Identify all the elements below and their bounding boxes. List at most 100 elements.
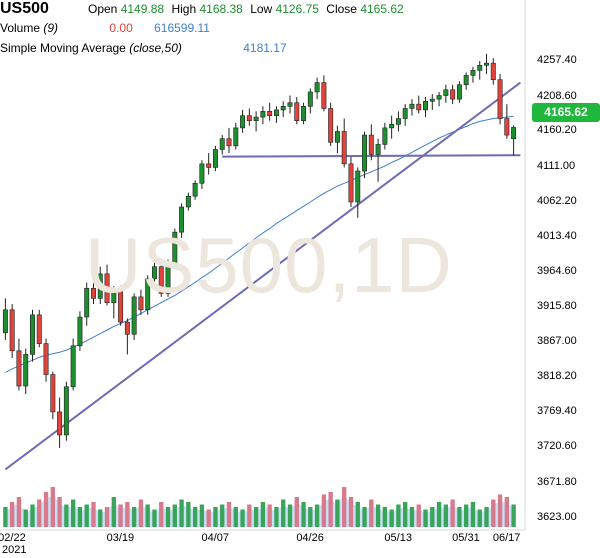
volume-bar [294, 497, 299, 527]
volume-bar [152, 509, 157, 527]
candle-body [158, 266, 164, 294]
candle-body [63, 386, 69, 436]
candle-body [267, 111, 273, 116]
volume-bar [98, 509, 103, 527]
volume-bar [348, 497, 354, 527]
sma-label[interactable]: Simple Moving Average [0, 41, 126, 55]
volume-bar [369, 499, 374, 527]
candle-body [402, 108, 408, 119]
y-tick-label: 3818.20 [537, 370, 577, 383]
volume-bar [484, 507, 489, 527]
candle-body [416, 103, 422, 111]
high-value: 4168.38 [199, 2, 243, 16]
volume-bar [287, 504, 293, 527]
y-tick-label: 3623.00 [537, 510, 577, 523]
volume-bar [342, 487, 347, 527]
candle-body [450, 89, 456, 100]
candle-body [91, 287, 96, 299]
open-value: 4149.88 [120, 2, 165, 16]
candle-body [456, 84, 462, 100]
volume-bar [511, 504, 516, 527]
candle-body [233, 127, 239, 147]
volume-bar [301, 502, 306, 527]
candle-body [511, 127, 517, 140]
candle-body [97, 273, 103, 299]
x-tick-label: 05/31 [452, 532, 480, 544]
candle-body [70, 345, 76, 388]
candle-body [273, 109, 279, 116]
candle-body [375, 144, 381, 155]
candle-body [199, 163, 205, 184]
volume-bar [362, 507, 367, 527]
sma-value: 4181.17 [243, 41, 287, 55]
volume-bar [131, 507, 137, 527]
y-tick-label: 3769.40 [537, 405, 577, 418]
candle-body [470, 70, 476, 76]
volume-bar [91, 502, 96, 527]
y-tick-label: 4160.20 [537, 124, 577, 137]
volume-bar [37, 499, 42, 527]
candle-body [395, 118, 401, 125]
candle-body [131, 296, 137, 335]
candle-body [307, 91, 313, 107]
symbol-label[interactable]: US500 [0, 0, 49, 17]
y-tick-label: 4111.00 [537, 159, 576, 172]
candle-body [84, 287, 90, 318]
volume-bar [416, 504, 421, 527]
candle-body [57, 411, 63, 436]
volume-bar [375, 504, 381, 527]
candle-body [104, 273, 110, 303]
candle-body [497, 79, 503, 119]
y-tick-label: 4257.40 [537, 54, 577, 67]
candle-body [436, 95, 442, 100]
volume-bar [491, 499, 496, 527]
volume-bar [389, 509, 394, 527]
candle-body [165, 264, 171, 294]
volume-bar [213, 507, 218, 527]
volume-bar [77, 507, 83, 527]
high-label: High [171, 2, 197, 16]
candle-body [294, 102, 300, 121]
candle-body [179, 206, 185, 233]
y-tick-label: 4013.40 [537, 229, 577, 242]
volume-bar [423, 509, 428, 527]
candle-body [77, 316, 83, 347]
volume-bar [457, 507, 462, 527]
candle-body [192, 182, 198, 197]
close-label: Close [326, 2, 357, 16]
volume-bar [50, 487, 55, 527]
candle-body [362, 134, 368, 172]
candle-body [423, 100, 428, 111]
open-label: Open [88, 2, 118, 16]
last-price-badge: 4165.62 [532, 103, 600, 122]
volume-bar [443, 504, 449, 527]
volume-bar [314, 504, 320, 527]
sma-line [5, 115, 514, 373]
volume-bar [504, 497, 510, 527]
low-label: Low [250, 2, 273, 16]
volume-bar [57, 497, 62, 527]
candle-body [504, 118, 510, 136]
candle-body [334, 131, 340, 143]
volume-bar [43, 492, 49, 527]
candle-body [151, 266, 157, 280]
volume-bar [240, 509, 245, 527]
candle-body [16, 350, 22, 387]
y-tick-label: 3915.80 [537, 300, 577, 313]
y-tick-label: 3720.60 [537, 440, 577, 453]
volume-bar [16, 497, 22, 527]
candle-body [23, 354, 29, 387]
x-tick-label: 04/26 [296, 532, 324, 544]
candle-body [50, 374, 56, 413]
candle-body [484, 62, 489, 66]
volume-bar [111, 497, 116, 527]
volume-bar [70, 499, 76, 527]
volume-bar [186, 502, 191, 527]
candle-body [314, 82, 320, 93]
volume-label[interactable]: Volume [0, 21, 41, 35]
volume-bar [3, 507, 8, 527]
x-tick-label: 03/19 [106, 532, 135, 544]
candle-body [429, 98, 435, 102]
volume-bar [308, 507, 313, 527]
